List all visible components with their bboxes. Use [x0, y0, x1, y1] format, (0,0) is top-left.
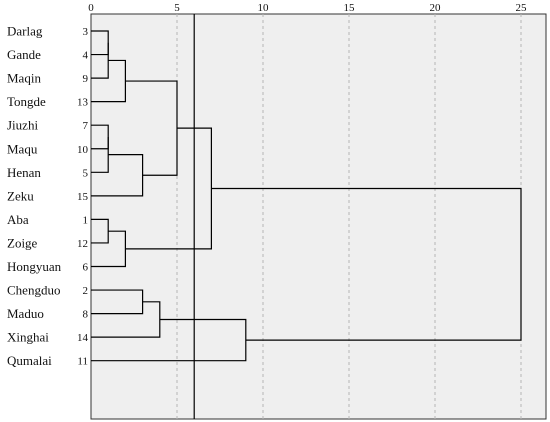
- leaf-label: Chengduo: [7, 283, 60, 298]
- leaf-number: 3: [83, 26, 89, 38]
- leaf-number: 12: [77, 238, 88, 250]
- x-tick-label: 10: [258, 2, 270, 14]
- leaf-label: Henan: [7, 165, 41, 180]
- x-tick-label: 5: [174, 2, 180, 14]
- dendrogram-branch: [91, 42, 109, 79]
- leaf-number: 10: [77, 144, 89, 156]
- leaf-label: Aba: [7, 212, 29, 227]
- x-tick-label: 0: [88, 2, 94, 14]
- plot-area: [90, 13, 547, 420]
- leaf-label: Maqin: [7, 71, 41, 86]
- dendrogram-branch: [91, 136, 109, 173]
- leaf-number: 15: [77, 191, 89, 203]
- leaf-label: Qumalai: [7, 353, 52, 368]
- x-tick-label: 15: [344, 2, 356, 14]
- leaf-number: 9: [83, 73, 89, 85]
- leaf-number: 8: [83, 309, 89, 321]
- dendrogram-branch: [211, 187, 522, 341]
- x-tick-label: 25: [516, 2, 528, 14]
- leaf-label: Hongyuan: [7, 259, 62, 274]
- leaf-number: 1: [83, 214, 89, 226]
- leaf-label: Jiuzhi: [7, 118, 38, 133]
- x-axis-ticks: 0 5 10 15 20 25: [88, 2, 527, 14]
- leaf-number: 13: [77, 97, 89, 109]
- leaf-label: Tongde: [7, 94, 46, 109]
- leaf-number: 4: [83, 50, 89, 62]
- leaf-label: Maqu: [7, 141, 38, 156]
- leaf-number: 14: [77, 332, 89, 344]
- x-tick-label: 20: [430, 2, 442, 14]
- leaf-number: 5: [83, 167, 89, 179]
- leaf-number: 11: [77, 356, 88, 368]
- leaf-label: Darlag: [7, 24, 43, 39]
- leaf-label: Maduo: [7, 306, 44, 321]
- leaf-labels: Darlag 3 Gande 4 Maqin 9 Tongde 13 Jiuzhi 7 Maqu 10…: [7, 24, 89, 369]
- leaf-number: 2: [83, 285, 89, 297]
- leaf-label: Zoige: [7, 235, 38, 250]
- leaf-label: Gande: [7, 47, 41, 62]
- leaf-number: 6: [83, 262, 89, 274]
- leaf-label: Zeku: [7, 188, 34, 203]
- leaf-number: 7: [83, 120, 89, 132]
- leaf-label: Xinghai: [7, 330, 49, 345]
